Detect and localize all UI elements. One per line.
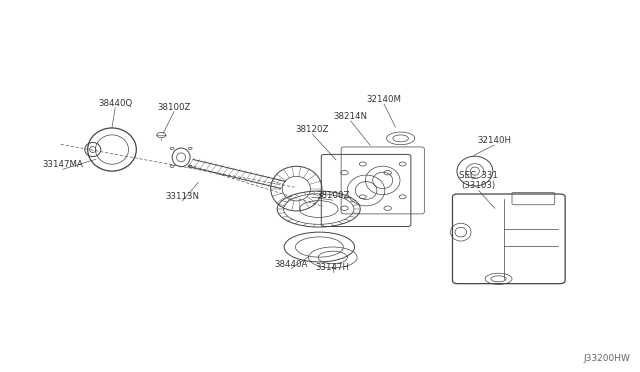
Text: 32140M: 32140M [367,95,401,104]
Text: 38440Q: 38440Q [98,99,132,108]
Text: 32140H: 32140H [477,136,511,145]
Text: 38120Z: 38120Z [296,125,329,134]
Text: SEC. 331
(33103): SEC. 331 (33103) [460,171,498,190]
Text: 38440A: 38440A [275,260,308,269]
Text: 38100Z: 38100Z [316,191,349,200]
Text: 33113N: 33113N [165,192,200,201]
Text: 38214N: 38214N [333,112,368,121]
Text: 38100Z: 38100Z [157,103,191,112]
Text: 33147MA: 33147MA [42,160,83,169]
Text: 33147H: 33147H [316,263,350,272]
Text: J33200HW: J33200HW [584,354,630,363]
